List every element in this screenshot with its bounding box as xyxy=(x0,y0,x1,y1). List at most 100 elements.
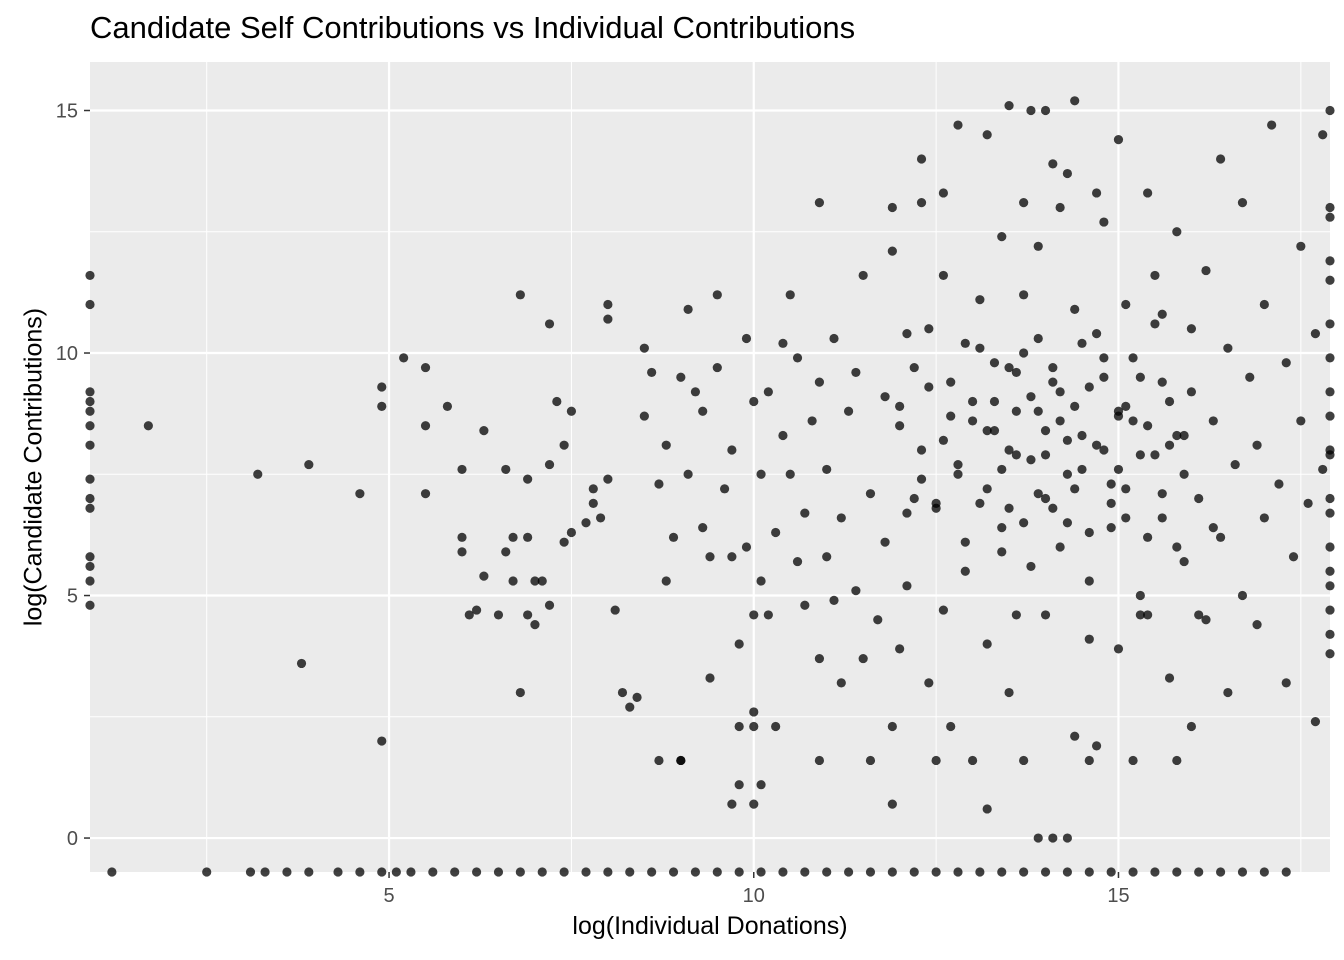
data-point xyxy=(997,867,1007,877)
data-point xyxy=(1135,372,1145,382)
data-point xyxy=(756,867,766,877)
data-point xyxy=(1259,513,1269,523)
data-point xyxy=(428,867,438,877)
data-point xyxy=(822,867,832,877)
data-point xyxy=(1164,440,1175,450)
data-point xyxy=(1084,382,1094,392)
data-point xyxy=(1296,241,1306,251)
data-point xyxy=(997,464,1007,475)
data-point xyxy=(1077,430,1087,441)
data-point xyxy=(1004,362,1014,373)
data-point xyxy=(909,493,919,504)
data-point xyxy=(1121,401,1131,411)
data-point xyxy=(1252,620,1262,630)
data-point xyxy=(822,464,832,475)
data-point xyxy=(1106,867,1116,877)
data-point xyxy=(741,333,752,344)
data-point xyxy=(1033,406,1043,416)
data-point xyxy=(501,547,511,557)
data-point xyxy=(493,610,504,620)
data-point xyxy=(1011,406,1021,416)
data-point xyxy=(1325,319,1335,329)
data-point xyxy=(1150,450,1160,460)
data-point xyxy=(698,406,708,416)
x-axis-label: log(Individual Donations) xyxy=(572,912,848,940)
data-point xyxy=(1325,105,1335,116)
data-point xyxy=(1135,590,1145,601)
data-point xyxy=(902,508,912,518)
data-point xyxy=(1040,426,1051,436)
data-point xyxy=(749,799,759,809)
data-point xyxy=(975,867,985,877)
data-point xyxy=(85,474,95,484)
data-point xyxy=(1004,101,1014,111)
data-point xyxy=(1026,455,1036,465)
data-point xyxy=(1179,430,1189,441)
data-point xyxy=(960,338,970,348)
data-point xyxy=(1084,867,1094,877)
data-point xyxy=(1143,610,1153,620)
data-point xyxy=(967,755,978,766)
data-point xyxy=(763,387,773,397)
data-point xyxy=(515,687,525,698)
data-point xyxy=(420,421,431,431)
data-point xyxy=(304,867,314,877)
data-point xyxy=(1084,576,1094,586)
data-point xyxy=(1157,377,1167,387)
data-point xyxy=(982,804,992,814)
data-point xyxy=(756,576,766,586)
data-point xyxy=(85,270,95,281)
data-point xyxy=(1143,421,1153,431)
data-point xyxy=(924,678,934,688)
data-point xyxy=(676,372,686,382)
data-point xyxy=(1113,644,1124,654)
data-point xyxy=(960,537,970,547)
data-point xyxy=(902,581,912,591)
data-point xyxy=(1106,523,1116,533)
data-point xyxy=(873,615,883,625)
data-point xyxy=(1070,731,1080,741)
data-point xyxy=(734,867,744,877)
data-point xyxy=(1091,440,1102,450)
data-point xyxy=(544,459,555,470)
x-tick-label: 5 xyxy=(383,885,394,907)
data-point xyxy=(1077,464,1087,475)
y-tick-label: 10 xyxy=(56,343,78,365)
data-point xyxy=(1121,299,1131,310)
data-point xyxy=(836,513,846,523)
data-point xyxy=(639,411,649,421)
data-point xyxy=(771,721,781,732)
data-point xyxy=(1077,338,1087,348)
data-point xyxy=(778,338,788,348)
data-point xyxy=(457,547,467,557)
data-point xyxy=(829,333,839,344)
data-point xyxy=(1164,396,1175,407)
data-point xyxy=(749,707,759,717)
data-point xyxy=(377,736,387,746)
data-point xyxy=(479,426,489,436)
data-point xyxy=(457,532,467,542)
data-point xyxy=(887,867,897,877)
data-point xyxy=(1172,867,1182,877)
data-point xyxy=(865,867,876,877)
data-point xyxy=(1070,484,1080,494)
data-point xyxy=(1062,435,1073,445)
data-point xyxy=(953,459,963,470)
data-point xyxy=(931,867,941,877)
data-point xyxy=(508,532,518,542)
data-point xyxy=(1062,168,1073,179)
data-point xyxy=(143,421,153,431)
data-point xyxy=(85,406,95,416)
data-point xyxy=(537,576,547,586)
data-point xyxy=(705,673,715,683)
data-point xyxy=(1091,329,1102,339)
data-point xyxy=(946,411,956,421)
data-point xyxy=(107,867,117,877)
data-point xyxy=(800,508,810,518)
data-point xyxy=(1318,464,1328,475)
data-point xyxy=(1055,202,1065,213)
data-point xyxy=(1281,867,1291,877)
data-point xyxy=(734,639,744,649)
data-point xyxy=(1048,362,1058,373)
data-point xyxy=(1143,532,1153,542)
